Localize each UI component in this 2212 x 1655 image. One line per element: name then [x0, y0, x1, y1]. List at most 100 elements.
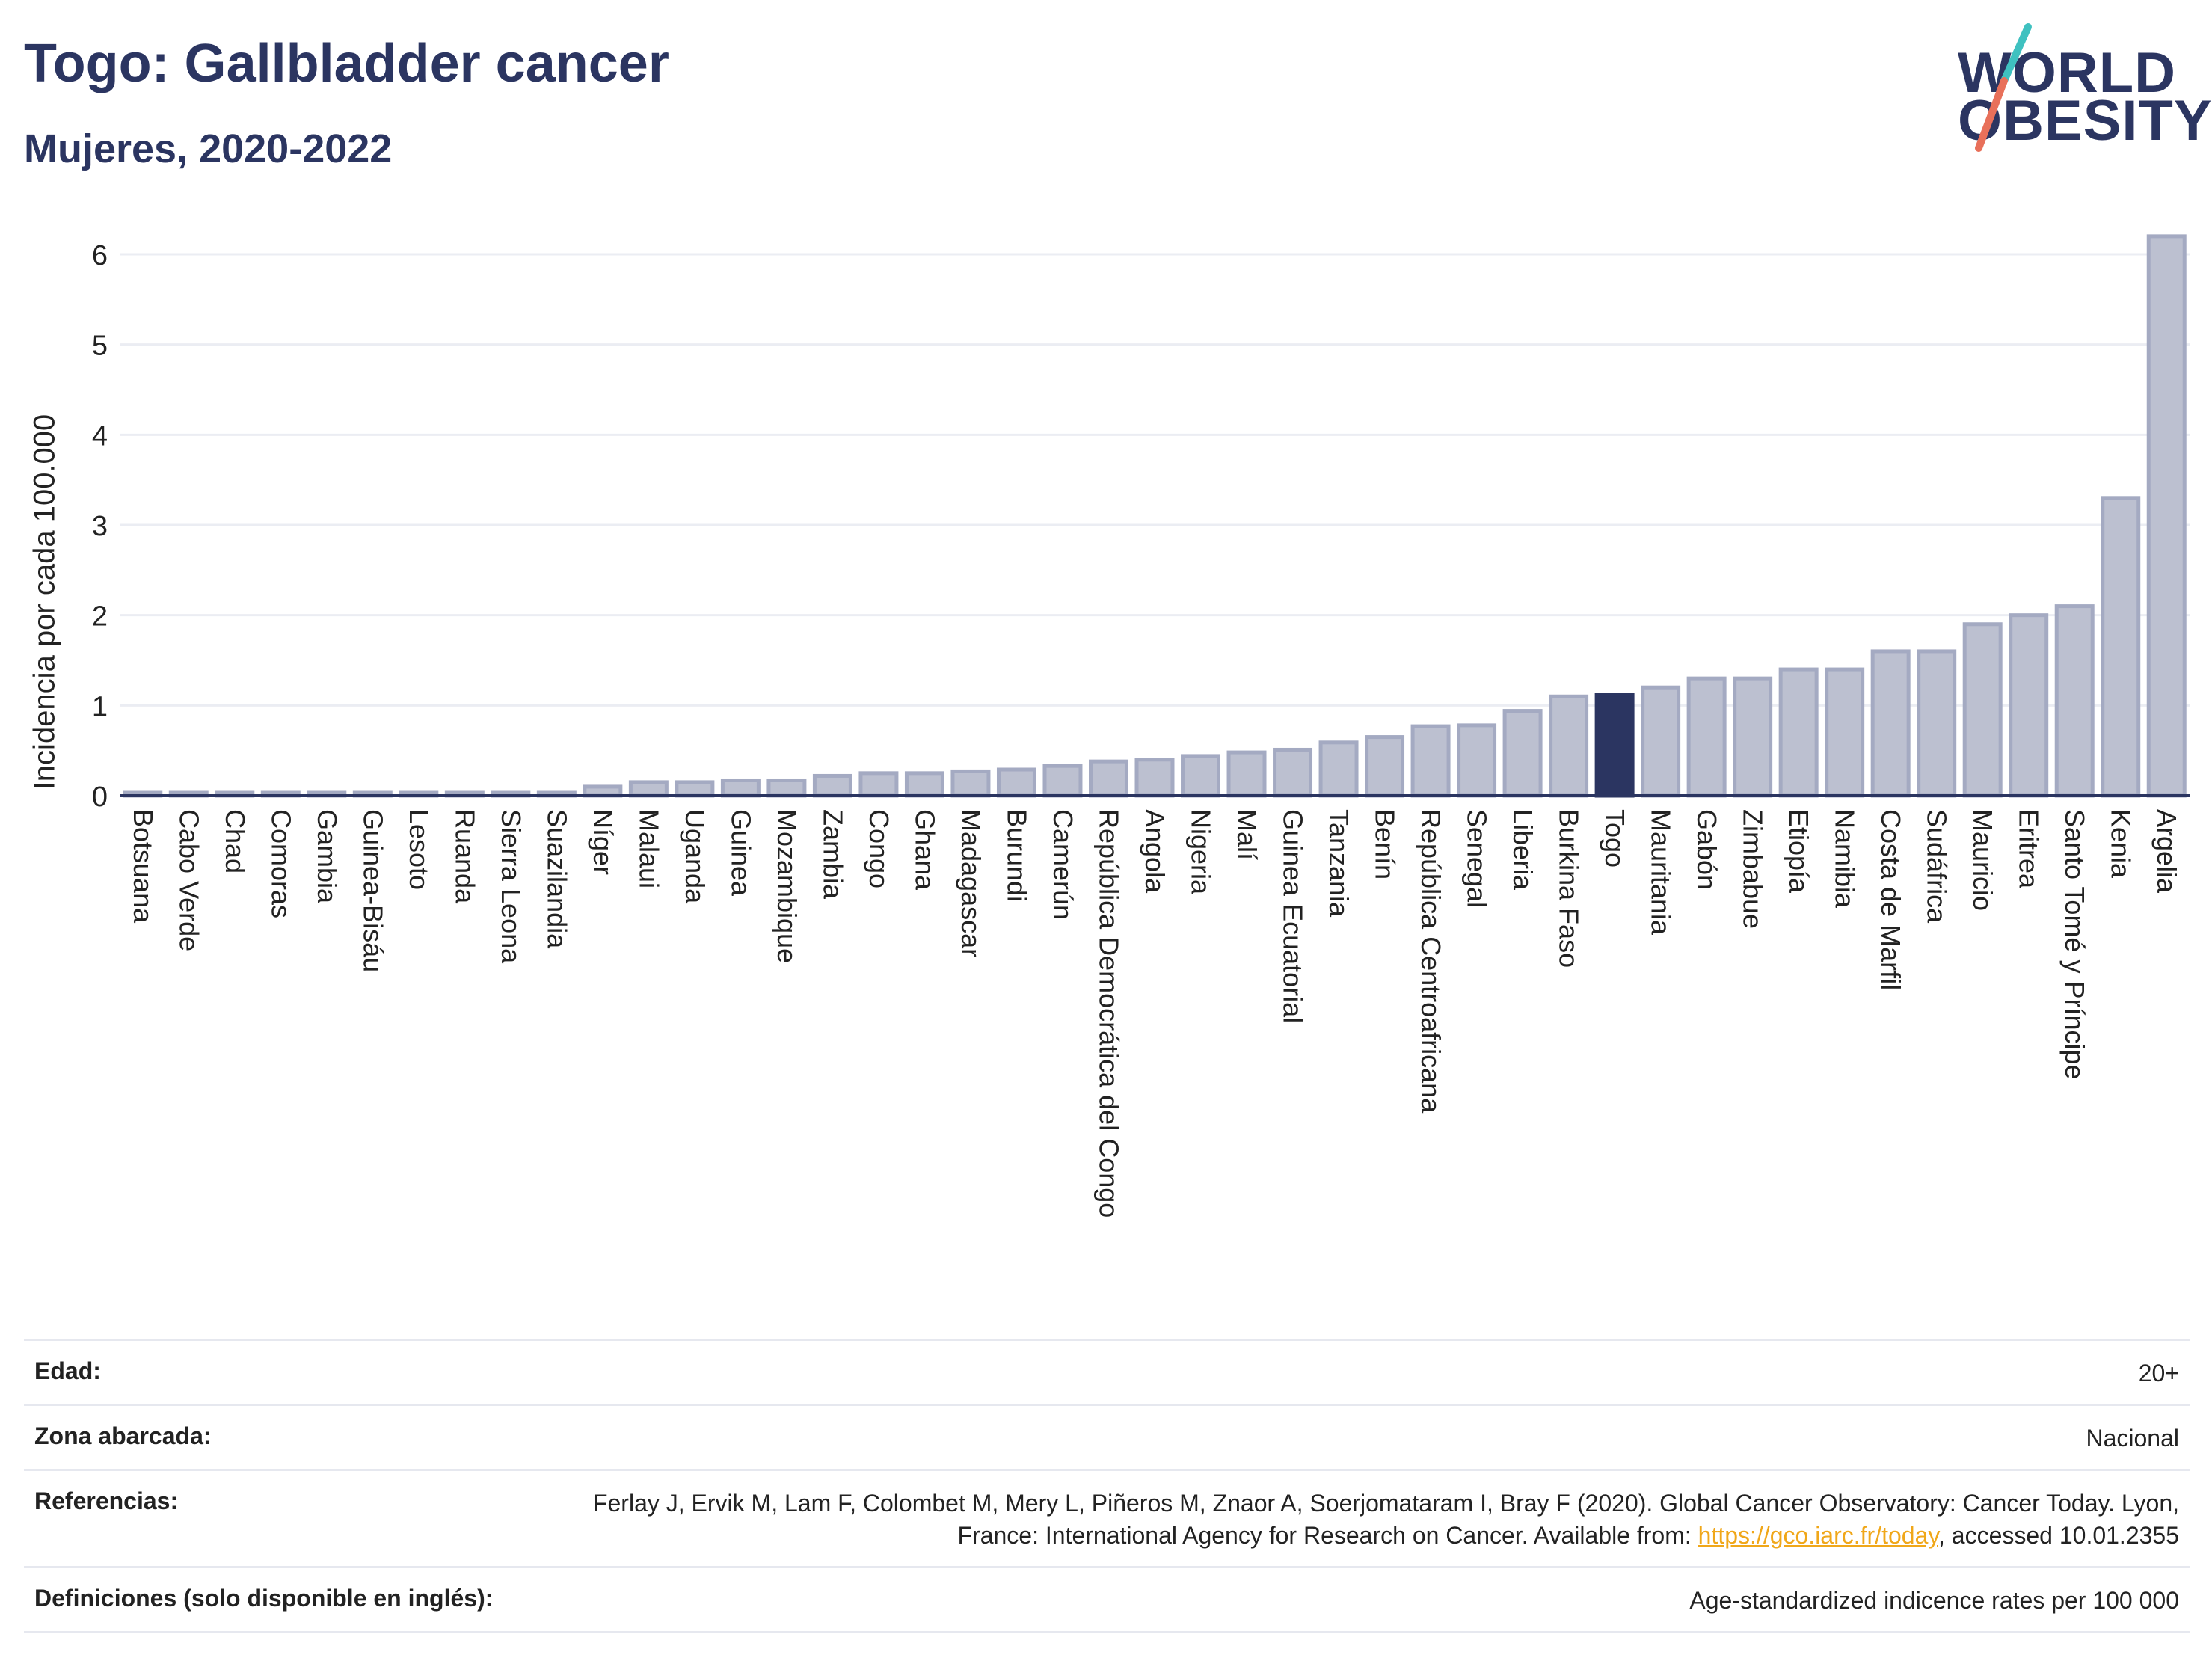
- x-tick-label: Liberia: [1508, 809, 1538, 891]
- x-tick-label: Sierra Leona: [496, 809, 526, 964]
- references-value: Ferlay J, Ervik M, Lam F, Colombet M, Me…: [571, 1487, 2179, 1550]
- x-tick-label: Senegal: [1462, 809, 1493, 908]
- x-tick-label: Camerún: [1048, 809, 1078, 920]
- x-tick-label: Nigeria: [1186, 809, 1217, 895]
- bar: [1365, 735, 1405, 798]
- coverage-label: Zona abarcada:: [34, 1422, 212, 1450]
- world-obesity-logo: WORLD OBESITY: [1944, 21, 2212, 163]
- y-tick-label: 5: [92, 331, 108, 362]
- bar: [1870, 649, 1911, 798]
- x-tick-label: Botsuana: [128, 809, 159, 924]
- coverage-value: Nacional: [2086, 1425, 2179, 1452]
- references-accessed: , accessed 10.01.2355: [1938, 1521, 2179, 1549]
- x-tick-label: Guinea: [725, 809, 756, 897]
- y-tick-label: 2: [92, 601, 108, 633]
- x-tick-label: Madagascar: [956, 809, 986, 957]
- x-tick-label: Zambia: [817, 809, 848, 900]
- y-tick-label: 6: [92, 240, 108, 271]
- definitions-value: Age-standardized indicence rates per 100…: [1689, 1586, 2179, 1614]
- y-tick-label: 3: [92, 511, 108, 542]
- x-tick-label: Sudáfrica: [1922, 809, 1953, 924]
- bar: [1825, 667, 1865, 798]
- x-tick-label: Cabo Verde: [173, 809, 204, 951]
- bar-chart: 0 1 2 3 4 5 6 Botsuana Cabo Verde Chad Comoras Gamb…: [92, 234, 2190, 1218]
- definitions-label: Definiciones (solo disponible en inglés)…: [34, 1584, 494, 1612]
- bar: [1641, 685, 1681, 798]
- x-tick-label: Guinea Ecuatorial: [1278, 809, 1309, 1023]
- x-tick-label: Burkina Faso: [1554, 809, 1585, 968]
- bar: [720, 778, 761, 798]
- bar: [2009, 613, 2049, 798]
- bar: [2146, 234, 2187, 798]
- bar: [2101, 496, 2141, 798]
- x-tick-label: Benín: [1370, 809, 1401, 879]
- bar: [950, 769, 991, 798]
- bar: [1733, 676, 1773, 798]
- bar: [1134, 758, 1175, 798]
- info-row-age: Edad: 20+: [24, 1339, 2190, 1404]
- logo-slash-icon: [1975, 23, 2032, 152]
- x-tick-label: Chad: [220, 809, 251, 873]
- x-tick-label: Níger: [588, 809, 618, 875]
- bar: [1410, 724, 1451, 798]
- x-tick-label: Namibia: [1830, 809, 1861, 909]
- bar: [1088, 759, 1128, 798]
- bar: [675, 780, 715, 798]
- x-tick-label: Malí: [1232, 809, 1262, 860]
- x-tick-label: Mozambique: [772, 809, 802, 963]
- x-tick-label: Mauritania: [1646, 809, 1677, 936]
- y-tick-label: 0: [92, 782, 108, 813]
- bar: [1549, 694, 1589, 798]
- x-tick-label: Suazilandia: [541, 809, 572, 949]
- x-tick-label: Congo: [864, 809, 894, 888]
- bar: [858, 771, 899, 798]
- x-tick-label: Zimbabue: [1738, 809, 1769, 929]
- references-link[interactable]: https://gco.iarc.fr/today: [1698, 1521, 1938, 1549]
- bar: [1273, 747, 1313, 798]
- x-tick-label: Angola: [1140, 809, 1170, 894]
- x-tick-label: Uganda: [680, 809, 710, 904]
- x-tick-label: Kenia: [2106, 809, 2136, 879]
- bar: [1962, 622, 2003, 798]
- age-value: 20+: [2138, 1360, 2179, 1387]
- x-tick-label: República Centroafricana: [1416, 809, 1446, 1114]
- chart-subtitle: Mujeres, 2020-2022: [24, 126, 393, 171]
- x-tick-label: Guinea-Bisáu: [357, 809, 388, 972]
- bar: [1457, 723, 1497, 798]
- bar: [996, 767, 1036, 798]
- x-tick-label: Eritrea: [2014, 809, 2044, 889]
- x-tick-label: Ghana: [909, 809, 940, 891]
- bar: [1686, 676, 1727, 798]
- x-tick-label: Gabón: [1692, 809, 1722, 890]
- x-tick-label: Gambia: [312, 809, 342, 904]
- bar: [1181, 754, 1221, 798]
- references-label: Referencias:: [34, 1487, 179, 1515]
- bar: [904, 771, 944, 798]
- info-row-definitions: Definiciones (solo disponible en inglés)…: [24, 1565, 2190, 1634]
- logo-word-world: WORLD: [1958, 41, 2177, 105]
- x-tick-label: Malaui: [633, 809, 664, 888]
- x-tick-label: Lesoto: [404, 809, 434, 890]
- x-tick-label: Argelia: [2151, 809, 2182, 894]
- x-tick-label: Etiopía: [1784, 809, 1814, 894]
- bar: [628, 780, 669, 798]
- x-tick-label: Ruanda: [449, 809, 480, 904]
- info-row-coverage: Zona abarcada: Nacional: [24, 1404, 2190, 1469]
- bar: [1502, 709, 1543, 798]
- x-tick-label: Mauricio: [1967, 809, 1998, 911]
- bar: [2054, 604, 2095, 798]
- bar: [1778, 667, 1819, 798]
- x-tick-label: República Democrática del Congo: [1093, 809, 1124, 1218]
- x-tick-label: Tanzania: [1324, 809, 1354, 918]
- bar: [1042, 764, 1083, 798]
- y-tick-label: 4: [92, 420, 108, 452]
- x-tick-label: Togo: [1600, 809, 1630, 868]
- bar: [1917, 649, 1957, 798]
- x-tick-label: Santo Tomé y Príncipe: [2059, 809, 2090, 1080]
- bar: [1594, 693, 1635, 798]
- info-table: Edad: 20+ Zona abarcada: Nacional Refere…: [24, 1339, 2190, 1634]
- info-row-references: Referencias: Ferlay J, Ervik M, Lam F, C…: [24, 1469, 2190, 1565]
- references-text: Ferlay J, Ervik M, Lam F, Colombet M, Me…: [592, 1490, 2179, 1549]
- age-label: Edad:: [34, 1357, 101, 1384]
- bar: [1226, 750, 1267, 798]
